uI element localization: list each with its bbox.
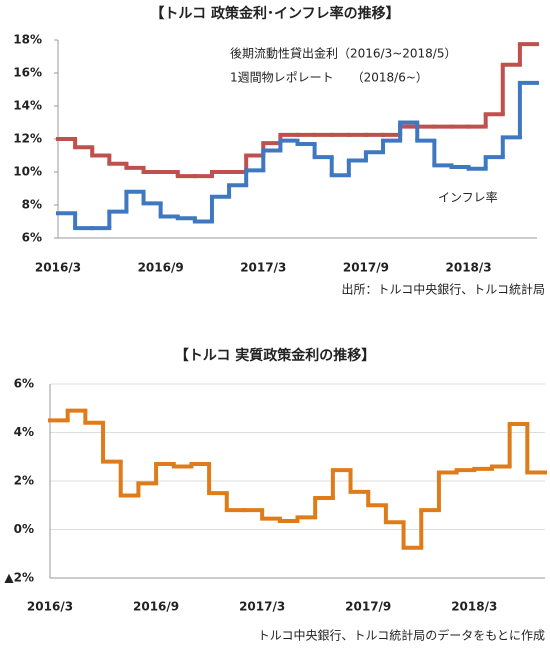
x-tick-label: 2016/3 (27, 600, 73, 614)
x-tick-label: 2016/9 (133, 600, 179, 614)
annotation: インフレ率 (438, 190, 498, 205)
y-tick-label: 2% (14, 474, 34, 488)
y-tick-label: 10% (13, 165, 42, 179)
y-tick-label: 6% (14, 377, 34, 391)
x-tick-label: 2016/9 (138, 261, 184, 275)
x-tick-label: 2016/3 (35, 261, 81, 275)
y-tick-label: 16% (13, 66, 42, 80)
x-tick-label: 2017/3 (240, 261, 286, 275)
chart-title: 【トルコ 政策金利･インフレ率の推移】 (150, 5, 399, 22)
source-note: トルコ中央銀行、トルコ統計局のデータをもとに作成 (258, 628, 545, 643)
y-tick-label: 14% (13, 99, 42, 113)
annotation: 後期流動性貸出金利（2016/3~2018/5） (230, 46, 457, 61)
x-tick-label: 2017/3 (239, 600, 285, 614)
y-tick-label: 0% (14, 522, 34, 536)
y-tick-label: 8% (22, 198, 42, 212)
x-tick-label: 2017/9 (345, 600, 391, 614)
y-tick-label: 12% (13, 132, 42, 146)
annotation: 1週間物レポレート （2018/6~） (230, 71, 428, 85)
y-tick-label: ▲2% (4, 571, 34, 585)
source-note: 出所：トルコ中央銀行、トルコ統計局 (341, 282, 545, 297)
y-tick-label: 4% (14, 425, 34, 439)
x-tick-label: 2017/9 (343, 261, 389, 275)
x-tick-label: 2018/3 (451, 600, 497, 614)
y-tick-label: 6% (22, 231, 42, 245)
y-tick-label: 18% (13, 33, 42, 47)
chart-title: 【トルコ 実質政策金利の推移】 (175, 347, 376, 364)
x-tick-label: 2018/3 (446, 261, 492, 275)
